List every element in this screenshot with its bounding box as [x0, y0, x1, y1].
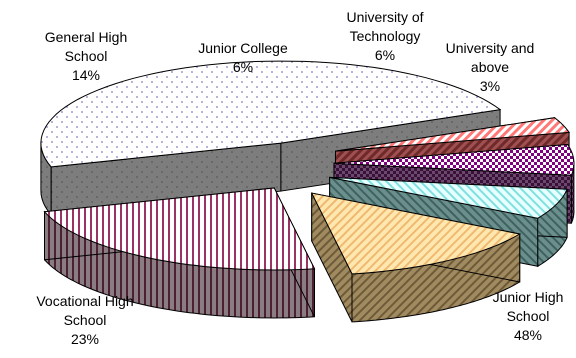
slice-category-label: Vocational High — [36, 293, 133, 309]
pie-labels: Junior High School 48% Vocational High Schoo… — [36, 9, 563, 347]
slice-value-label: 48% — [514, 327, 542, 343]
slice-category-label: above — [471, 59, 509, 75]
slice-label-junior-college: Junior College 6% — [198, 40, 288, 75]
slice-category-label: Junior College — [198, 40, 288, 56]
slice-value-label: 6% — [233, 59, 253, 75]
slice-value-label: 6% — [375, 47, 395, 63]
slice-label-university-of-technology: University of Technology 6% — [346, 9, 423, 63]
slice-label-junior-high-school: Junior High School 48% — [493, 289, 564, 343]
slice-top — [329, 176, 568, 219]
slice-top — [43, 187, 316, 271]
slice-label-general-high-school: General High School 14% — [45, 29, 128, 83]
slice-category-label: General High — [45, 29, 128, 45]
slice-top — [335, 117, 570, 152]
slice-label-vocational-high-school: Vocational High School 23% — [36, 293, 133, 347]
slice-category-label: School — [507, 308, 550, 324]
slice-label-university-and-above: University and above 3% — [446, 40, 535, 94]
slice-category-label: School — [65, 48, 108, 64]
slice-top — [310, 192, 522, 275]
slice-category-label: University of — [346, 9, 423, 25]
pie-slice-general-high-school — [310, 192, 522, 323]
slice-top — [40, 60, 502, 168]
slice-value-label: 14% — [72, 67, 100, 83]
slice-category-label: University and — [446, 40, 535, 56]
pie-slices — [40, 60, 575, 323]
slice-category-label: Technology — [350, 28, 421, 44]
slice-category-label: School — [64, 312, 107, 328]
slice-value-label: 23% — [71, 331, 99, 347]
slice-top — [333, 143, 575, 176]
slice-value-label: 3% — [480, 78, 500, 94]
slice-category-label: Junior High — [493, 289, 564, 305]
pie-slice-vocational-high-school — [43, 187, 316, 319]
